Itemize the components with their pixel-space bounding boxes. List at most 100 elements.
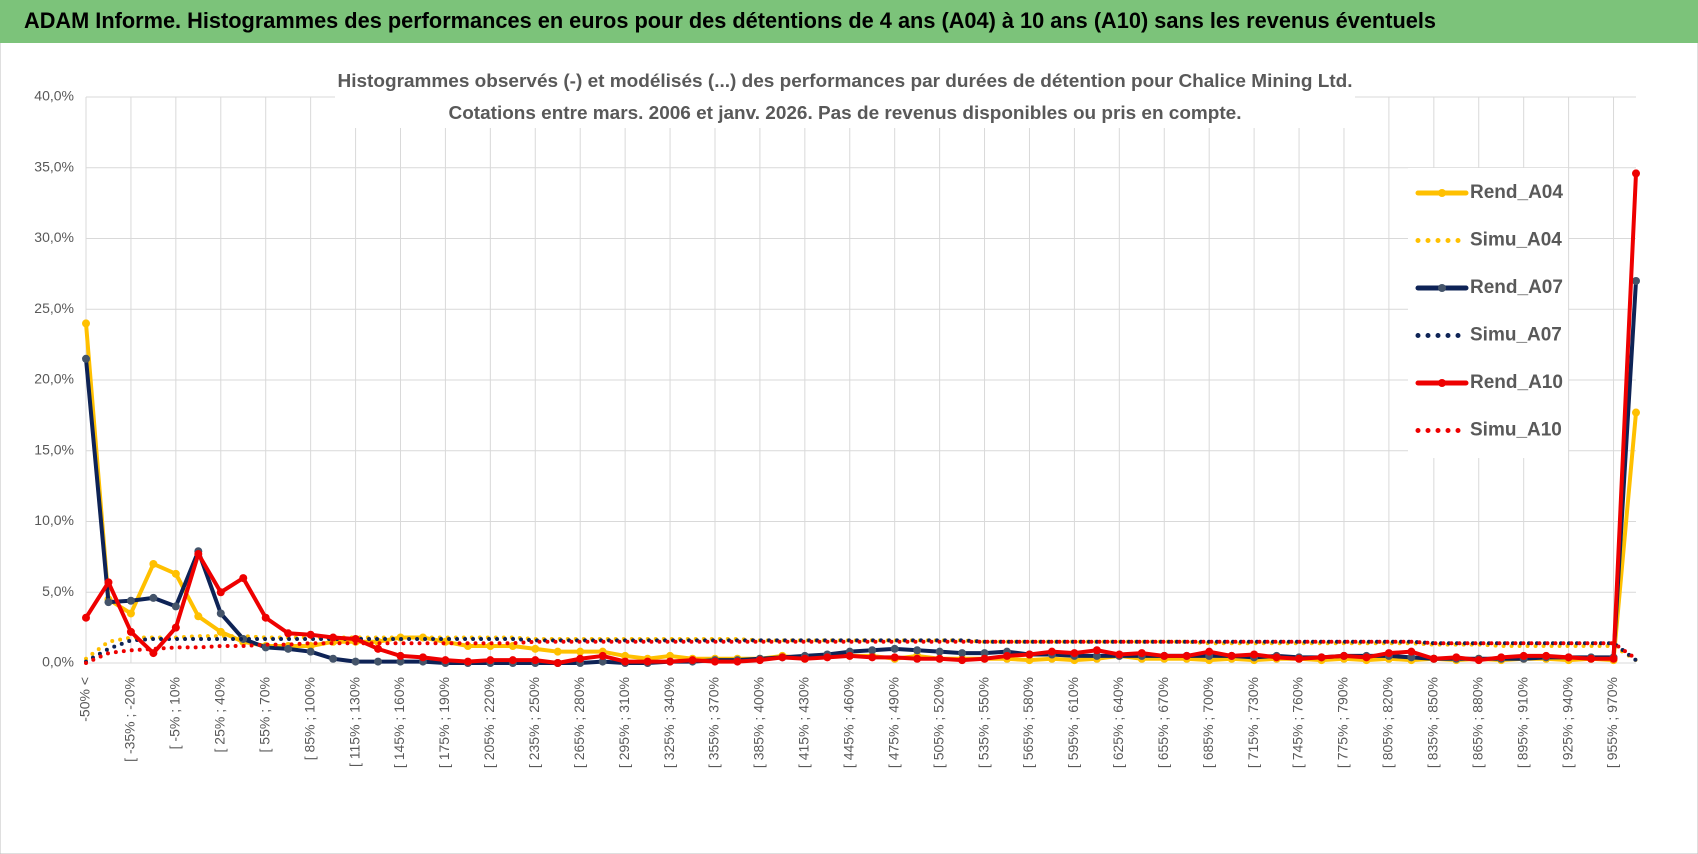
x-tick-label: [ 265% ; 280% bbox=[571, 677, 587, 768]
legend-label: Rend_A07 bbox=[1470, 277, 1563, 298]
x-tick-label: [ 235% ; 250% bbox=[526, 677, 542, 768]
point bbox=[1497, 653, 1506, 662]
point bbox=[82, 613, 90, 622]
obs-line bbox=[84, 171, 1638, 665]
x-tick-label: [ 775% ; 790% bbox=[1335, 677, 1351, 768]
x-tick-label: [ 325% ; 340% bbox=[661, 677, 677, 768]
grid bbox=[85, 96, 1636, 664]
point bbox=[149, 593, 158, 602]
legend-label: Simu_A07 bbox=[1470, 325, 1562, 346]
point bbox=[1429, 654, 1438, 663]
x-tick-label: [ 175% ; 190% bbox=[436, 677, 452, 768]
point bbox=[733, 657, 742, 666]
chart-subtitle: Cotations entre mars. 2006 et janv. 2026… bbox=[449, 103, 1242, 123]
point bbox=[351, 657, 360, 666]
point bbox=[913, 646, 922, 655]
point bbox=[149, 649, 158, 658]
point bbox=[374, 644, 383, 653]
x-tick-label: [ 85% ; 100% bbox=[301, 677, 317, 760]
y-tick-label: 5,0% bbox=[42, 583, 74, 599]
x-tick-label: [ 295% ; 310% bbox=[616, 677, 632, 768]
point bbox=[890, 653, 899, 662]
x-tick-label: [ 835% ; 850% bbox=[1425, 677, 1441, 768]
point bbox=[1025, 650, 1034, 659]
point bbox=[666, 657, 675, 666]
point bbox=[1452, 653, 1461, 662]
point bbox=[126, 596, 135, 605]
point bbox=[1160, 651, 1169, 660]
x-tick-label: [ 385% ; 400% bbox=[751, 677, 767, 768]
header-bar bbox=[0, 0, 1698, 43]
y-tick-label: 30,0% bbox=[34, 229, 74, 245]
point bbox=[1025, 656, 1034, 665]
point bbox=[913, 654, 922, 663]
point bbox=[823, 653, 832, 662]
point bbox=[980, 654, 989, 663]
header-title: ADAM Informe. Histogrammes des performan… bbox=[24, 8, 1436, 33]
point bbox=[1272, 653, 1281, 662]
x-tick-label: [ 445% ; 460% bbox=[840, 677, 856, 768]
point bbox=[1632, 276, 1640, 285]
point bbox=[1362, 653, 1371, 662]
point bbox=[508, 656, 517, 665]
point bbox=[1317, 653, 1326, 662]
point bbox=[576, 647, 585, 656]
point bbox=[598, 657, 607, 666]
point bbox=[126, 609, 135, 618]
x-tick-label: [ 475% ; 490% bbox=[885, 677, 901, 768]
point bbox=[239, 574, 248, 583]
x-tick-label: [ 895% ; 910% bbox=[1514, 677, 1530, 768]
y-tick-label: 15,0% bbox=[34, 441, 74, 457]
point bbox=[171, 623, 180, 632]
x-tick-label: [ 745% ; 760% bbox=[1290, 677, 1306, 768]
point bbox=[1003, 651, 1012, 660]
point bbox=[800, 654, 809, 663]
point bbox=[306, 647, 315, 656]
legend-label: Rend_A04 bbox=[1470, 182, 1563, 203]
point bbox=[621, 657, 630, 666]
x-tick-label: [ 955% ; 970% bbox=[1604, 677, 1620, 768]
point bbox=[598, 651, 607, 660]
point bbox=[1339, 651, 1348, 660]
point bbox=[216, 627, 225, 636]
point bbox=[1384, 649, 1393, 658]
point bbox=[980, 649, 989, 658]
point bbox=[1407, 653, 1416, 662]
point bbox=[531, 644, 540, 653]
y-tick-label: 40,0% bbox=[34, 88, 74, 104]
point bbox=[1137, 649, 1146, 658]
point bbox=[1587, 654, 1596, 663]
legend-label: Simu_A04 bbox=[1470, 230, 1562, 251]
x-tick-label: [ 925% ; 940% bbox=[1559, 677, 1575, 768]
point bbox=[531, 656, 540, 665]
x-tick-label: [ 115% ; 130% bbox=[346, 677, 362, 767]
point bbox=[1407, 647, 1416, 656]
point bbox=[1519, 651, 1528, 660]
point bbox=[958, 649, 967, 658]
point bbox=[1115, 650, 1124, 659]
legend-marker bbox=[1438, 189, 1446, 197]
point bbox=[1295, 654, 1304, 663]
point bbox=[216, 609, 225, 618]
point bbox=[126, 627, 135, 636]
point bbox=[621, 651, 630, 660]
sim-line bbox=[84, 639, 1638, 665]
point bbox=[486, 656, 495, 665]
point bbox=[104, 598, 113, 607]
chart-title: Histogrammes observés (-) et modélisés (… bbox=[338, 71, 1353, 91]
point bbox=[688, 656, 697, 665]
point bbox=[935, 647, 944, 656]
point bbox=[418, 653, 427, 662]
point bbox=[643, 657, 652, 666]
point bbox=[755, 656, 764, 665]
point bbox=[171, 569, 180, 578]
point bbox=[935, 654, 944, 663]
x-tick-label: [ 535% ; 550% bbox=[975, 677, 991, 768]
point bbox=[1564, 653, 1573, 662]
point bbox=[553, 659, 562, 667]
point bbox=[1632, 408, 1640, 417]
legend-bg bbox=[1408, 168, 1568, 458]
y-tick-label: 25,0% bbox=[34, 300, 74, 316]
point bbox=[890, 644, 899, 653]
point bbox=[284, 644, 293, 653]
